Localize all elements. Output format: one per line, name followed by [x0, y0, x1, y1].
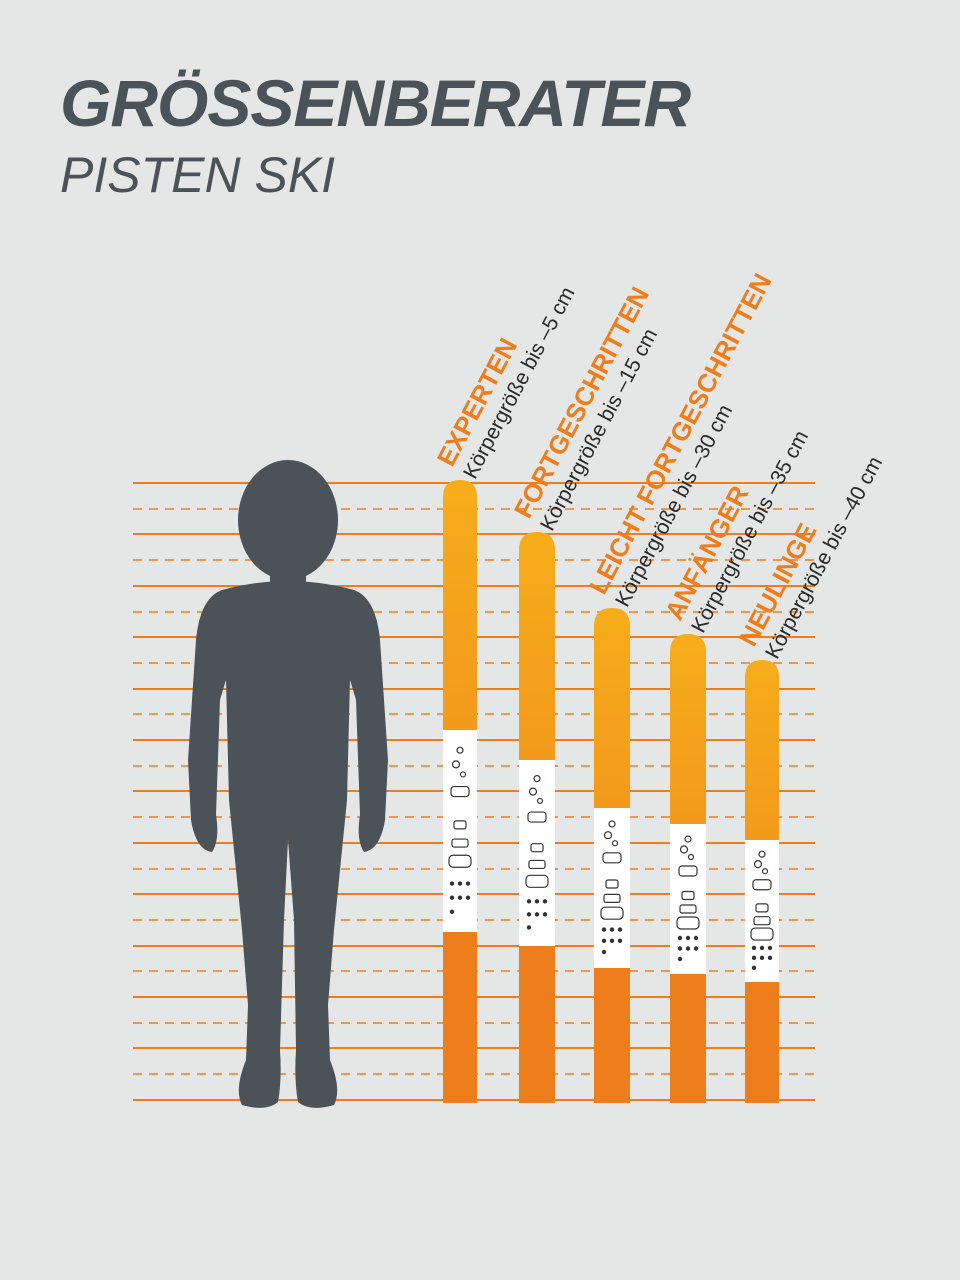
ski-tail — [443, 932, 477, 1103]
ski-tail — [594, 968, 630, 1103]
ski-binding-zone — [745, 840, 779, 982]
ski-4 — [670, 634, 706, 1103]
ski-tail — [670, 974, 706, 1103]
ski-1 — [443, 480, 477, 1103]
ski-tail — [745, 982, 779, 1103]
person-silhouette — [188, 460, 388, 1108]
binding-icon — [525, 774, 549, 930]
page-title: GRÖSSENBERATER — [60, 66, 691, 140]
ski-5 — [745, 660, 779, 1103]
ski-tail — [519, 946, 555, 1103]
ski-3 — [594, 608, 630, 1103]
page-subtitle: PISTEN SKI — [60, 147, 336, 203]
ski-binding-zone — [443, 730, 477, 932]
ski-binding-zone — [519, 760, 555, 946]
binding-icon — [600, 820, 624, 955]
ski-2 — [519, 532, 555, 1103]
binding-icon — [676, 835, 700, 962]
binding-icon — [448, 746, 472, 915]
binding-icon — [750, 850, 774, 971]
